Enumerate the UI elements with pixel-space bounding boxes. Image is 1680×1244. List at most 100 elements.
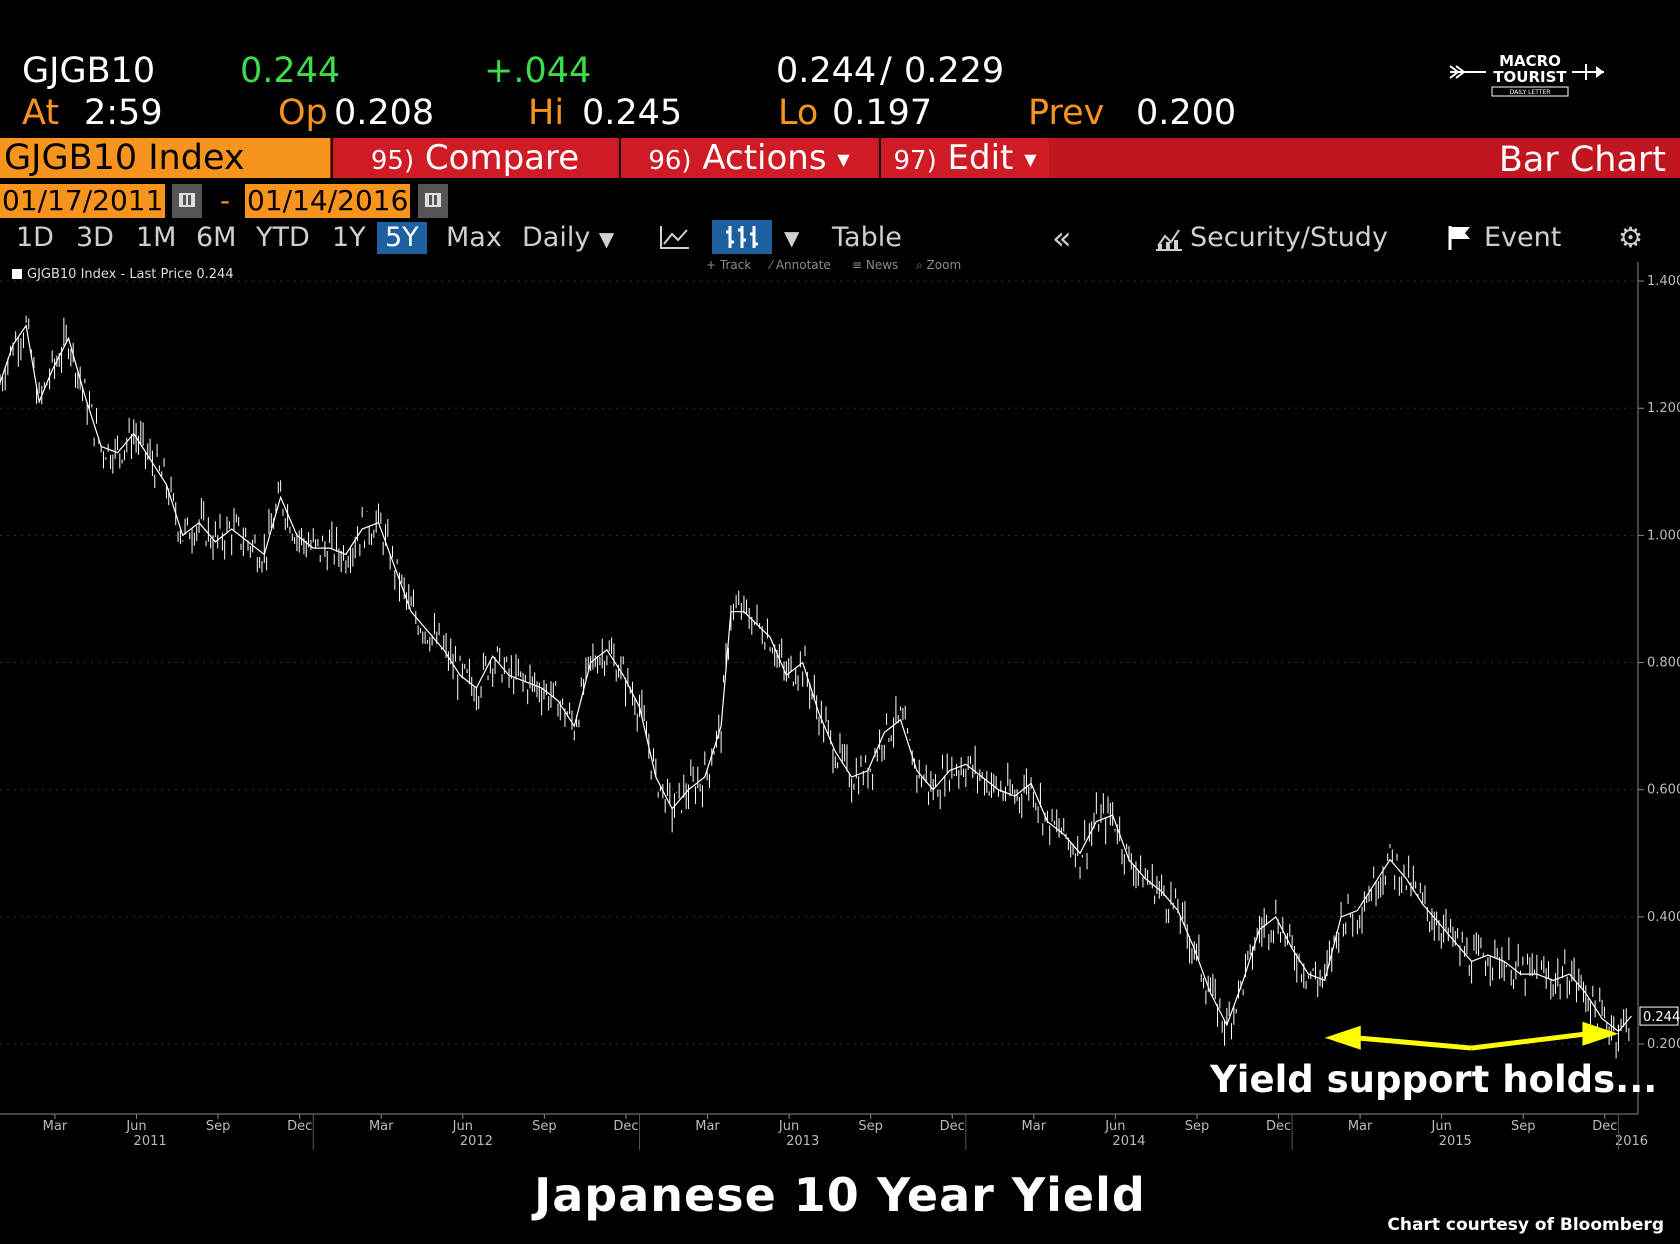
start-calendar-icon[interactable] xyxy=(172,184,202,218)
compare-button[interactable]: 95) Compare xyxy=(331,138,617,178)
end-calendar-icon[interactable] xyxy=(418,184,448,218)
y-tick-label: 0.400 xyxy=(1647,910,1680,925)
y-tick-label: 1.000 xyxy=(1647,528,1680,543)
prev-price: 0.200 xyxy=(1136,93,1237,133)
actions-label: Actions xyxy=(702,138,827,178)
support-arrow-left-shaft xyxy=(1354,1035,1472,1051)
end-date-input[interactable]: 01/14/2016 xyxy=(245,184,411,218)
x-month-label: Dec xyxy=(1266,1119,1291,1134)
track-label: Track xyxy=(719,258,752,272)
x-year-label: 2012 xyxy=(460,1134,493,1149)
frequency-select[interactable]: Daily ▼ xyxy=(522,222,614,254)
actions-button[interactable]: 96) Actions ▼ xyxy=(619,138,877,178)
prev-label: Prev xyxy=(1028,93,1105,133)
x-month-label: Sep xyxy=(1511,1119,1536,1134)
x-year-label: 2014 xyxy=(1112,1134,1145,1149)
period-5y[interactable]: 5Y xyxy=(377,222,427,254)
price-chart: 1.400 1.200 1.000 0.800 0.600 0.400 0.200 0.244… xyxy=(0,262,1680,1150)
x-month-label: Dec xyxy=(940,1119,965,1134)
support-arrow-left-head xyxy=(1324,1025,1361,1050)
time-label: At xyxy=(22,93,60,133)
settings-gear-icon[interactable]: ⚙ xyxy=(1618,221,1644,254)
y-tick-label: 0.200 xyxy=(1647,1037,1680,1052)
series-line xyxy=(0,324,1632,1033)
quote-time: 2:59 xyxy=(84,93,163,133)
x-month-label: Jun xyxy=(1431,1119,1452,1134)
line-chart-icon[interactable] xyxy=(658,222,692,252)
x-month-label: Jun xyxy=(778,1119,799,1134)
edit-dropdown-icon: ▼ xyxy=(1024,150,1037,169)
x-month-label: Sep xyxy=(1185,1119,1210,1134)
y-tick-label: 1.200 xyxy=(1647,401,1680,416)
x-month-label: Sep xyxy=(532,1119,557,1134)
chart-legend: GJGB10 Index - Last Price 0.244 xyxy=(12,267,234,282)
macro-tourist-logo: MACRO TOURIST DAILY LETTER xyxy=(1449,52,1604,97)
ask-price: 0.229 xyxy=(904,51,1005,91)
ticker-symbol: GJGB10 xyxy=(22,51,156,91)
chart-title: Japanese 10 Year Yield xyxy=(534,1168,1146,1222)
chart-annotation: Yield support holds... xyxy=(1210,1058,1658,1101)
logo-line3: DAILY LETTER xyxy=(1510,89,1551,96)
annotate-label: Annotate xyxy=(775,258,831,272)
frequency-dropdown-icon: ▼ xyxy=(598,227,615,251)
x-year-label: 2015 xyxy=(1439,1134,1472,1149)
event-button[interactable]: Event xyxy=(1484,222,1562,253)
period-3d[interactable]: 3D xyxy=(76,222,114,253)
period-1d[interactable]: 1D xyxy=(16,222,54,253)
edit-button[interactable]: 97) Edit ▼ xyxy=(879,138,1049,178)
security-name-field[interactable]: GJGB10 Index xyxy=(0,138,330,178)
table-button[interactable]: Table xyxy=(832,222,902,253)
x-month-label: Mar xyxy=(43,1119,68,1134)
chart-style-dropdown-icon[interactable]: ▼ xyxy=(784,226,800,250)
open-price: 0.208 xyxy=(334,93,435,133)
support-arrow-right-shaft xyxy=(1471,1031,1589,1051)
legend-swatch xyxy=(12,269,22,279)
flag-icon[interactable] xyxy=(1446,224,1474,252)
zoom-label: Zoom xyxy=(926,258,962,272)
zoom-tool[interactable]: ⌕ Zoom xyxy=(916,258,962,272)
x-year-label: 2016 xyxy=(1615,1134,1648,1149)
y-tick-label: 0.600 xyxy=(1647,783,1680,798)
news-tool[interactable]: ≡ News xyxy=(852,258,899,272)
high-label: Hi xyxy=(528,93,565,133)
logo-line1: MACRO xyxy=(1499,52,1561,70)
news-label: News xyxy=(865,258,899,272)
chart-credit: Chart courtesy of Bloomberg xyxy=(1387,1215,1664,1235)
low-price: 0.197 xyxy=(832,93,933,133)
low-label: Lo xyxy=(778,93,819,133)
edit-shortcut: 97) xyxy=(893,146,937,176)
bar-chart-toggle[interactable] xyxy=(712,220,772,254)
support-arrow-right-head xyxy=(1582,1021,1619,1046)
actions-shortcut: 96) xyxy=(648,146,692,176)
security-study-button[interactable]: Security/Study xyxy=(1190,222,1388,253)
x-year-label: 2013 xyxy=(786,1134,819,1149)
x-month-label: Mar xyxy=(369,1119,394,1134)
bid-ask-separator: / xyxy=(880,51,892,91)
x-month-label: Sep xyxy=(858,1119,883,1134)
high-price: 0.245 xyxy=(582,93,683,133)
period-max[interactable]: Max xyxy=(446,222,502,253)
x-month-label: Dec xyxy=(1592,1119,1617,1134)
period-1y[interactable]: 1Y xyxy=(332,222,366,253)
edit-label: Edit xyxy=(947,138,1014,178)
x-month-label: Sep xyxy=(206,1119,231,1134)
last-price-tag-box xyxy=(1639,1006,1679,1026)
period-1m[interactable]: 1M xyxy=(136,222,177,253)
x-month-label: Mar xyxy=(1022,1119,1047,1134)
security-study-icon[interactable] xyxy=(1154,224,1184,252)
period-ytd[interactable]: YTD xyxy=(256,222,310,253)
compare-shortcut: 95) xyxy=(370,146,415,176)
frequency-label: Daily xyxy=(522,222,591,253)
period-6m[interactable]: 6M xyxy=(196,222,237,253)
collapse-icon[interactable]: « xyxy=(1052,219,1072,257)
start-date-input[interactable]: 01/17/2011 xyxy=(0,184,166,218)
compare-label: Compare xyxy=(424,138,580,178)
x-month-label: Mar xyxy=(1348,1119,1373,1134)
y-tick-label: 0.800 xyxy=(1647,656,1680,671)
actions-dropdown-icon: ▼ xyxy=(837,150,850,169)
track-tool[interactable]: + Track xyxy=(706,258,752,272)
date-range-separator: - xyxy=(220,184,231,217)
price-change: +.044 xyxy=(484,51,592,91)
x-month-label: Dec xyxy=(613,1119,638,1134)
annotate-tool[interactable]: ⁄ Annotate xyxy=(770,258,831,272)
